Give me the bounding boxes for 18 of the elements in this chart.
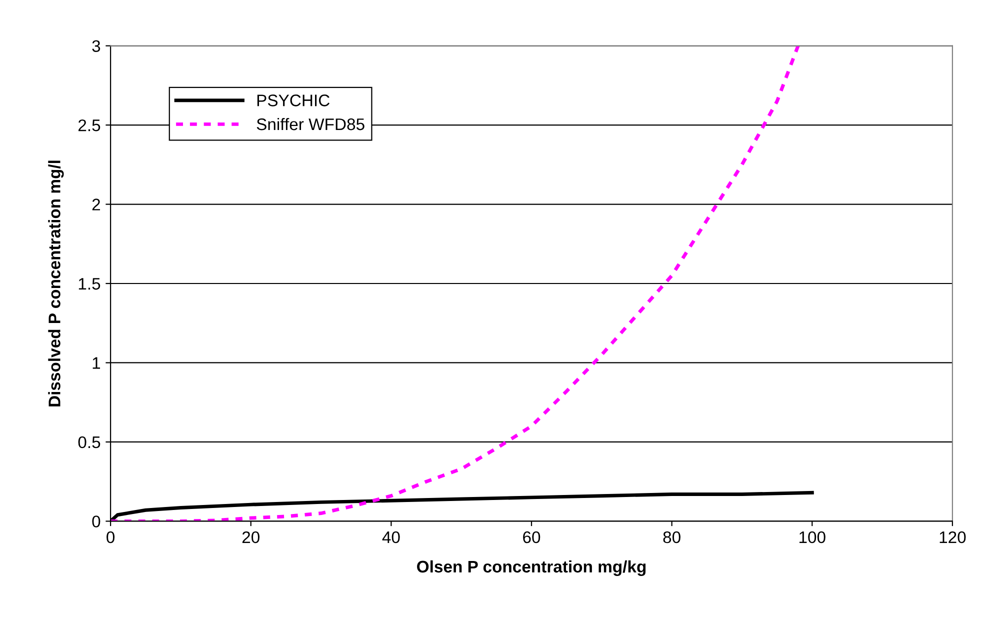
y-tick-label: 1.5 [78, 278, 100, 290]
y-tick-label: 0.5 [78, 436, 100, 448]
legend-label: PSYCHIC [257, 94, 330, 106]
y-tick-label: 2 [92, 198, 100, 210]
y-tick-label: 1 [92, 357, 100, 369]
x-tick-label: 0 [106, 531, 115, 544]
x-tick-label: 100 [800, 531, 826, 544]
y-tick-label: 2.5 [78, 119, 100, 132]
y-axis-title: Dissolved P concentration mg/l [48, 160, 64, 406]
x-tick-label: 40 [382, 531, 400, 544]
y-tick-label: 3 [92, 40, 100, 52]
legend-label: Sniffer WFD85 [256, 118, 364, 130]
x-tick-label: 20 [242, 531, 260, 544]
x-tick-label: 120 [940, 531, 966, 544]
x-tick-label: 60 [523, 531, 540, 544]
x-tick-label: 80 [663, 531, 680, 544]
y-tick-label: 0 [92, 516, 100, 528]
x-axis-title: Olsen P concentration mg/kg [417, 560, 646, 576]
